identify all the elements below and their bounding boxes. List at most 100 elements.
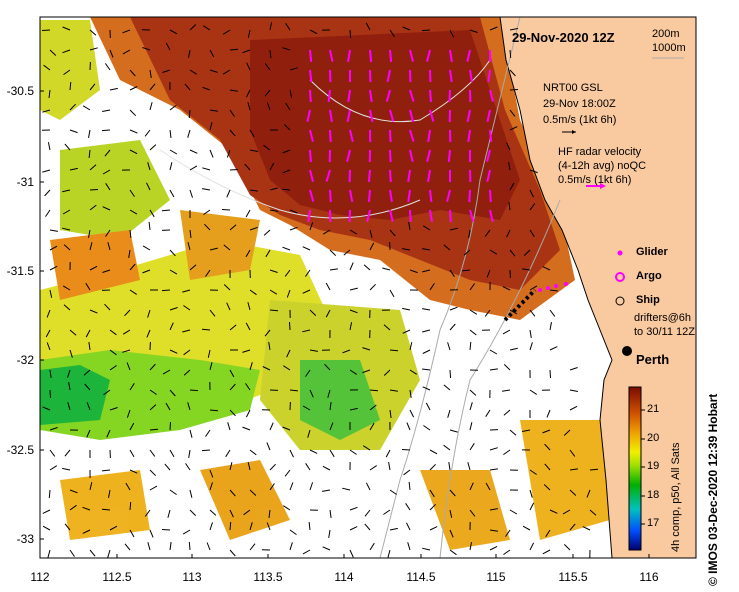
- velocity-arrow: [242, 349, 251, 353]
- velocity-arrow: [167, 509, 171, 518]
- velocity-arrow: [63, 304, 71, 311]
- velocity-arrow: [42, 109, 51, 113]
- velocity-arrow: [149, 469, 157, 477]
- velocity-arrow: [269, 209, 278, 212]
- velocity-arrow: [169, 389, 176, 397]
- velocity-arrow: [282, 426, 291, 431]
- velocity-arrow: [229, 89, 238, 92]
- velocity-arrow: [189, 509, 197, 516]
- velocity-arrow: [569, 389, 578, 392]
- velocity-arrow: [69, 103, 76, 111]
- velocity-arrow: [408, 481, 411, 491]
- velocity-arrow: [309, 49, 313, 63]
- velocity-arrow: [402, 329, 411, 334]
- velocity-arrow: [369, 404, 377, 411]
- velocity-arrow: [489, 368, 498, 371]
- velocity-arrow: [363, 264, 371, 271]
- velocity-arrow: [369, 389, 379, 392]
- velocity-arrow: [569, 405, 578, 411]
- velocity-arrow: [249, 129, 255, 138]
- velocity-arrow: [369, 242, 375, 251]
- velocity-arrow: [265, 249, 271, 258]
- velocity-arrow: [542, 549, 551, 555]
- velocity-arrow: [266, 102, 271, 111]
- velocity-arrow: [146, 182, 151, 191]
- velocity-arrow: [409, 342, 413, 351]
- velocity-arrow: [365, 22, 371, 31]
- velocity-arrow: [242, 49, 251, 54]
- velocity-arrow: [187, 129, 191, 138]
- velocity-arrow: [247, 302, 251, 311]
- velocity-arrow: [406, 422, 411, 431]
- velocity-arrow: [244, 163, 251, 171]
- velocity-arrow: [447, 409, 451, 418]
- velocity-arrow: [189, 489, 193, 498]
- velocity-arrow: [389, 129, 392, 143]
- velocity-arrow: [562, 509, 571, 515]
- velocity-arrow: [449, 209, 452, 223]
- velocity-arrow: [489, 249, 498, 255]
- velocity-arrow: [109, 525, 118, 531]
- velocity-arrow: [69, 349, 73, 358]
- velocity-arrow: [189, 264, 197, 271]
- velocity-arrow: [506, 142, 511, 151]
- velocity-arrow: [589, 468, 599, 471]
- velocity-arrow: [149, 363, 156, 371]
- velocity-arrow: [487, 69, 491, 83]
- velocity-arrow: [489, 26, 498, 31]
- velocity-arrow: [286, 289, 291, 298]
- velocity-arrow: [249, 522, 253, 531]
- velocity-arrow: [285, 102, 291, 111]
- velocity-arrow: [149, 404, 157, 411]
- hf-legend-line: (4-12h avg) noQC: [558, 160, 647, 172]
- velocity-arrow: [367, 189, 371, 202]
- velocity-arrow: [509, 126, 518, 131]
- velocity-arrow: [449, 306, 458, 311]
- hf-legend-line: HF radar velocity: [558, 146, 642, 158]
- velocity-arrow: [69, 489, 78, 494]
- velocity-arrow: [169, 129, 172, 138]
- velocity-arrow: [144, 509, 151, 517]
- velocity-arrow: [62, 467, 71, 471]
- velocity-arrow: [63, 69, 71, 76]
- velocity-arrow: [202, 188, 211, 191]
- velocity-arrow: [129, 449, 135, 458]
- velocity-arrow: [229, 224, 237, 231]
- velocity-arrow: [362, 445, 371, 451]
- velocity-arrow: [108, 489, 111, 498]
- velocity-arrow: [147, 309, 151, 318]
- velocity-arrow: [49, 389, 51, 399]
- velocity-arrow: [165, 402, 171, 411]
- velocity-arrow: [389, 29, 395, 37]
- velocity-arrow: [169, 449, 175, 458]
- velocity-arrow: [109, 329, 117, 336]
- velocity-arrow: [309, 222, 314, 231]
- velocity-arrow: [89, 189, 99, 191]
- velocity-arrow: [249, 189, 258, 192]
- velocity-arrow: [325, 309, 331, 318]
- velocity-arrow: [109, 407, 118, 411]
- velocity-arrow: [209, 309, 216, 317]
- velocity-arrow: [328, 529, 331, 538]
- velocity-arrow: [509, 429, 517, 436]
- velocity-arrow: [306, 109, 311, 122]
- velocity-arrow: [149, 428, 159, 431]
- velocity-arrow: [243, 509, 251, 516]
- velocity-arrow: [282, 169, 291, 174]
- velocity-arrow: [201, 449, 211, 452]
- velocity-arrow: [469, 69, 473, 83]
- velocity-arrow: [549, 309, 556, 317]
- velocity-arrow: [289, 482, 294, 491]
- velocity-arrow: [302, 405, 311, 411]
- velocity-arrow: [89, 265, 98, 271]
- velocity-arrow: [302, 329, 311, 333]
- velocity-arrow: [484, 309, 491, 317]
- gsl-legend-line: 29-Nov 18:00Z: [543, 98, 616, 110]
- velocity-arrow: [245, 383, 251, 391]
- velocity-arrow: [429, 503, 436, 511]
- place-label-perth: Perth: [636, 352, 670, 367]
- velocity-arrow: [469, 329, 477, 336]
- velocity-arrow: [89, 29, 97, 36]
- velocity-arrow: [309, 69, 313, 83]
- velocity-arrow: [364, 509, 371, 517]
